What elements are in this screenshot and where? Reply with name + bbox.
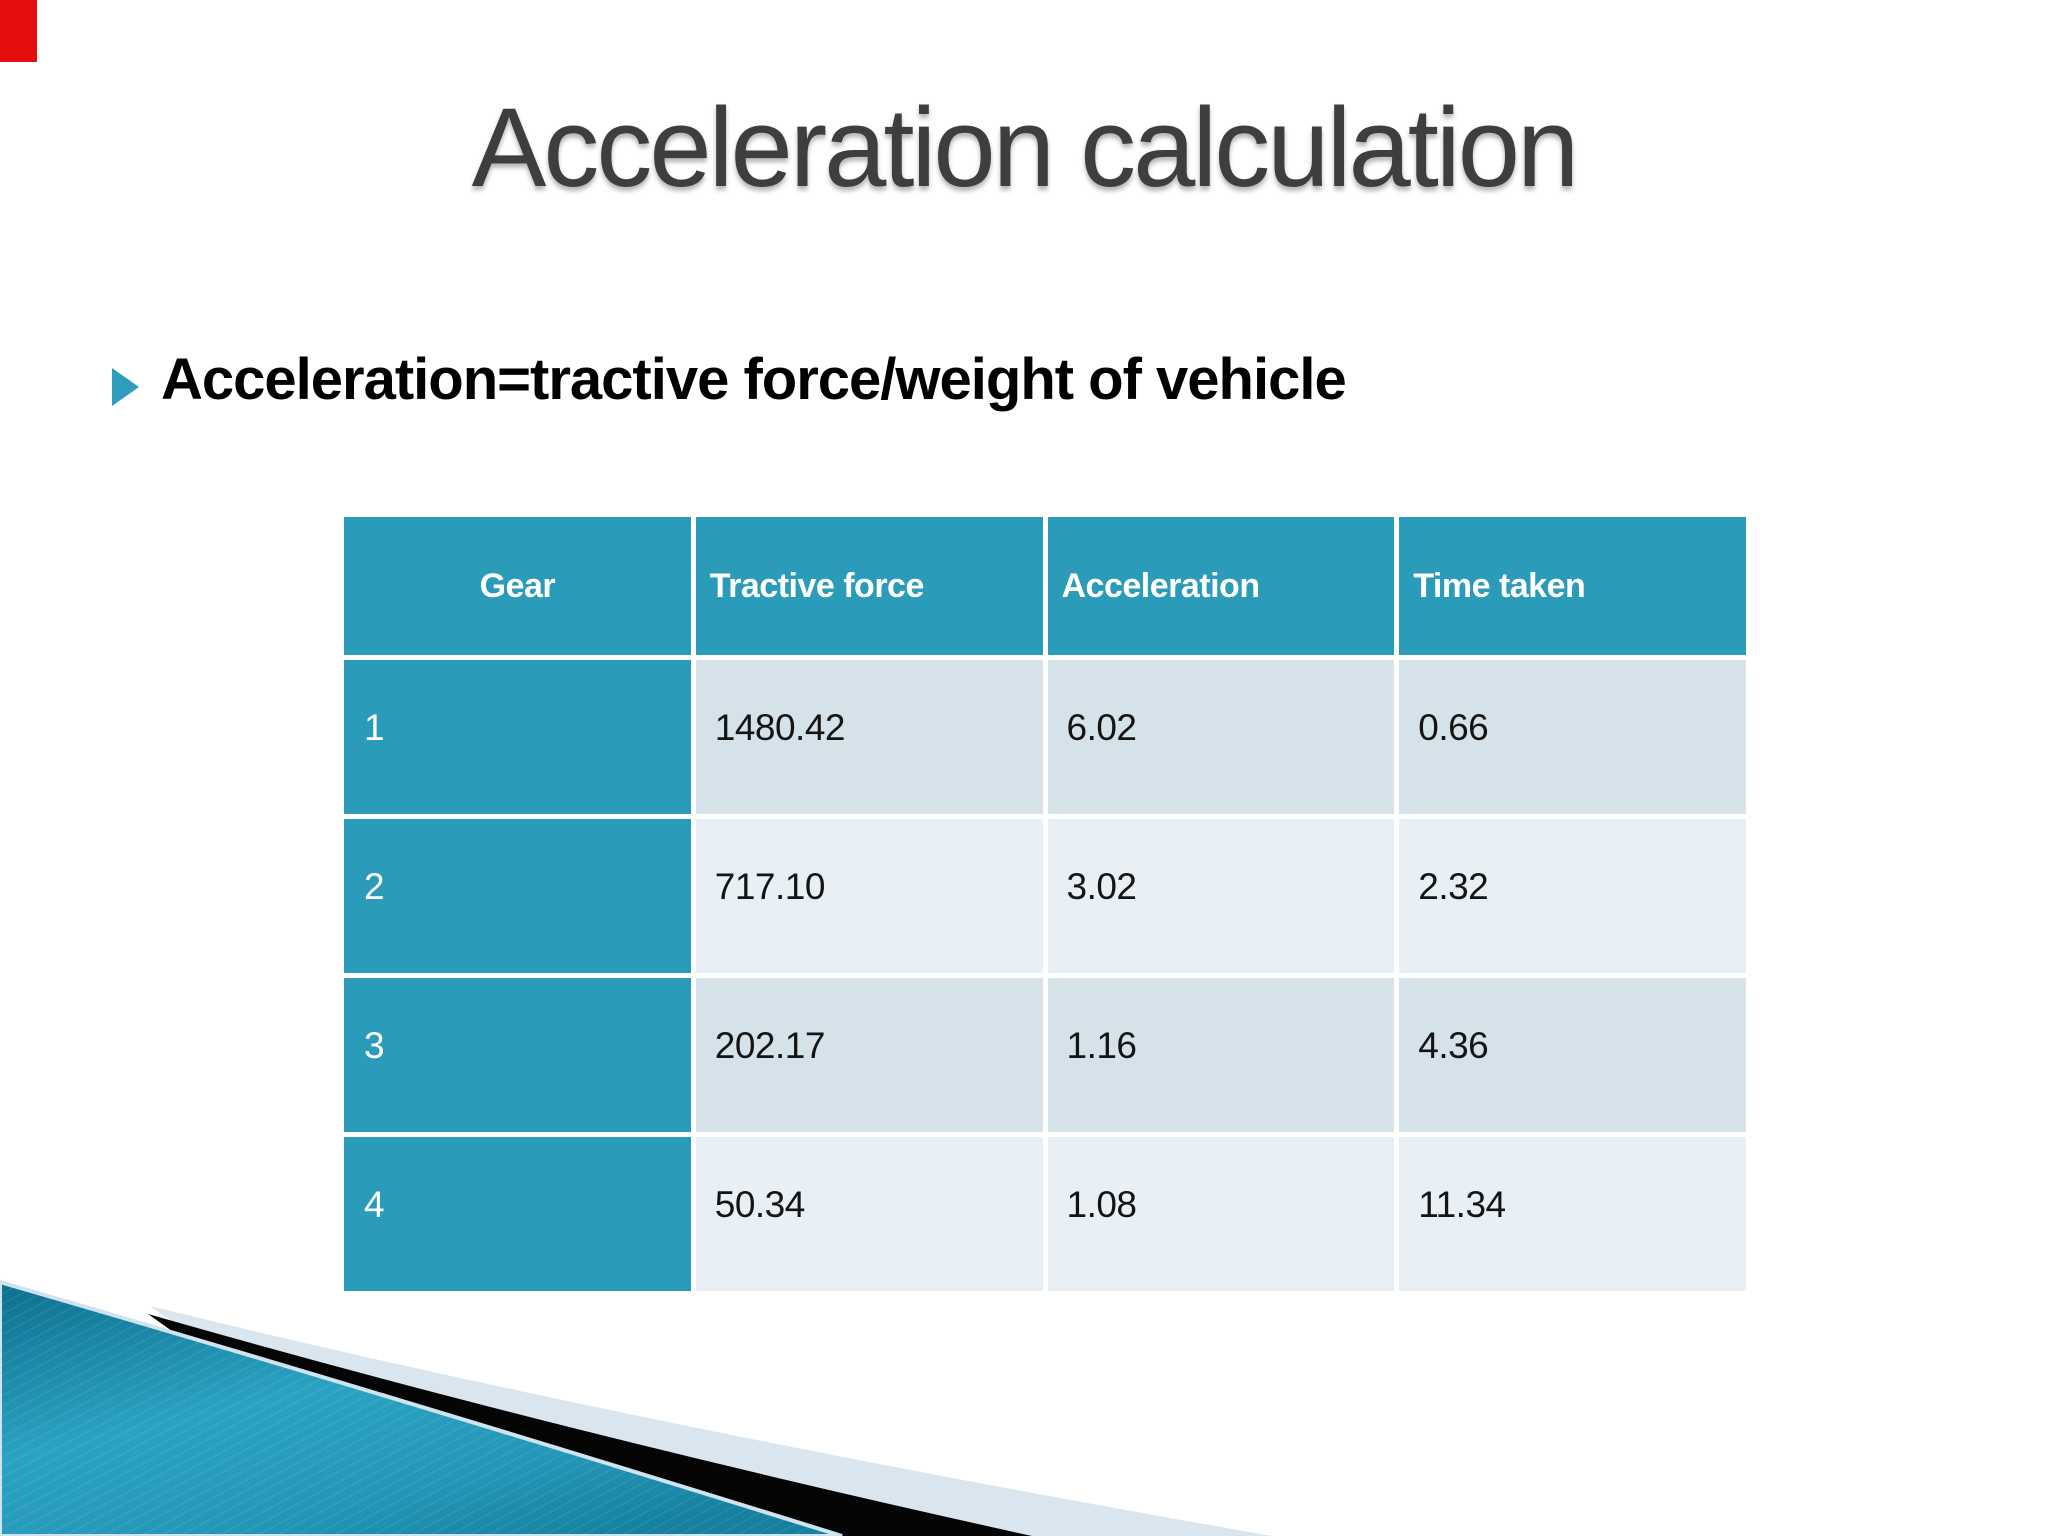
table-cell: 1.08 bbox=[1047, 1137, 1395, 1291]
column-header-acceleration: Acceleration bbox=[1047, 517, 1395, 655]
table-cell: 6.02 bbox=[1047, 660, 1395, 814]
bullet-text: Acceleration=tractive force/weight of ve… bbox=[161, 347, 1347, 412]
table-cell: 2.32 bbox=[1399, 819, 1746, 973]
table-cell: 4.36 bbox=[1399, 978, 1746, 1132]
table-cell-gear: 2 bbox=[344, 819, 691, 973]
table-cell: 1480.42 bbox=[695, 660, 1043, 814]
column-header-tractive-force: Tractive force bbox=[695, 517, 1043, 655]
table-cell: 3.02 bbox=[1047, 819, 1395, 973]
acceleration-table: Gear Tractive force Acceleration Time ta… bbox=[344, 517, 1746, 1291]
table-cell: 717.10 bbox=[695, 819, 1043, 973]
bullet-arrow-icon bbox=[112, 368, 139, 406]
column-header-gear: Gear bbox=[344, 517, 691, 655]
table-cell-gear: 4 bbox=[344, 1137, 691, 1291]
table-cell-gear: 1 bbox=[344, 660, 691, 814]
swoosh-teal-ribbon bbox=[0, 1279, 843, 1536]
table-cell: 11.34 bbox=[1399, 1137, 1746, 1291]
table-cell-gear: 3 bbox=[344, 978, 691, 1132]
bullet-line: Acceleration=tractive force/weight of ve… bbox=[112, 344, 1932, 417]
page-title: Acceleration calculation bbox=[471, 85, 1580, 210]
table-cell: 202.17 bbox=[695, 978, 1043, 1132]
swoosh-black-stripe bbox=[148, 1314, 1032, 1536]
corner-swoosh-decoration bbox=[0, 1279, 1272, 1536]
table-cell: 0.66 bbox=[1399, 660, 1746, 814]
corner-marker bbox=[0, 0, 37, 62]
swoosh-pale-wedge bbox=[150, 1306, 1272, 1536]
column-header-time-taken: Time taken bbox=[1399, 517, 1746, 655]
table-cell: 1.16 bbox=[1047, 978, 1395, 1132]
table-cell: 50.34 bbox=[695, 1137, 1043, 1291]
